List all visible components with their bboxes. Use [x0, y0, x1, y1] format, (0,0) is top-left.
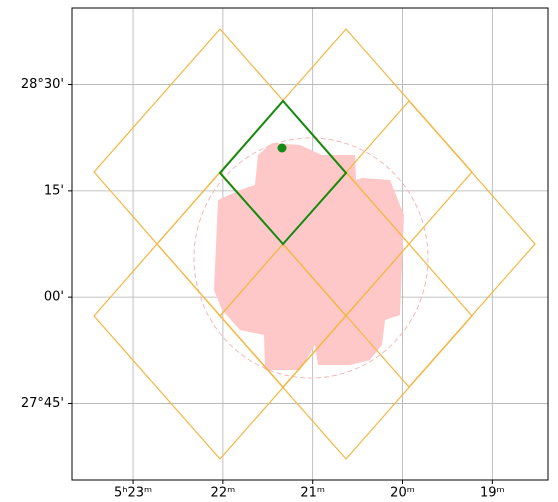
- x-tick-label: 22ᵐ: [211, 486, 236, 501]
- x-tick-label: 21ᵐ: [300, 486, 325, 501]
- coverage-region: [214, 143, 404, 370]
- x-tick-label: 19ᵐ: [480, 486, 505, 501]
- target: [277, 143, 287, 153]
- footprint: [219, 171, 473, 460]
- x-tick-label: 20ᵐ: [390, 486, 415, 501]
- y-tick-label: 15': [44, 183, 64, 198]
- plot-area: [72, 8, 548, 480]
- y-tick-label: 28°30': [21, 77, 64, 92]
- y-tick-label: 00': [44, 290, 64, 305]
- search-circle: [193, 137, 429, 379]
- y-tick-label: 27°45': [21, 396, 64, 411]
- axes-frame: [71, 7, 549, 481]
- grid: [72, 8, 548, 480]
- selected-footprint: [218, 99, 348, 246]
- footprint: [93, 171, 347, 460]
- x-tick-label: 5ʰ23ᵐ: [114, 486, 152, 501]
